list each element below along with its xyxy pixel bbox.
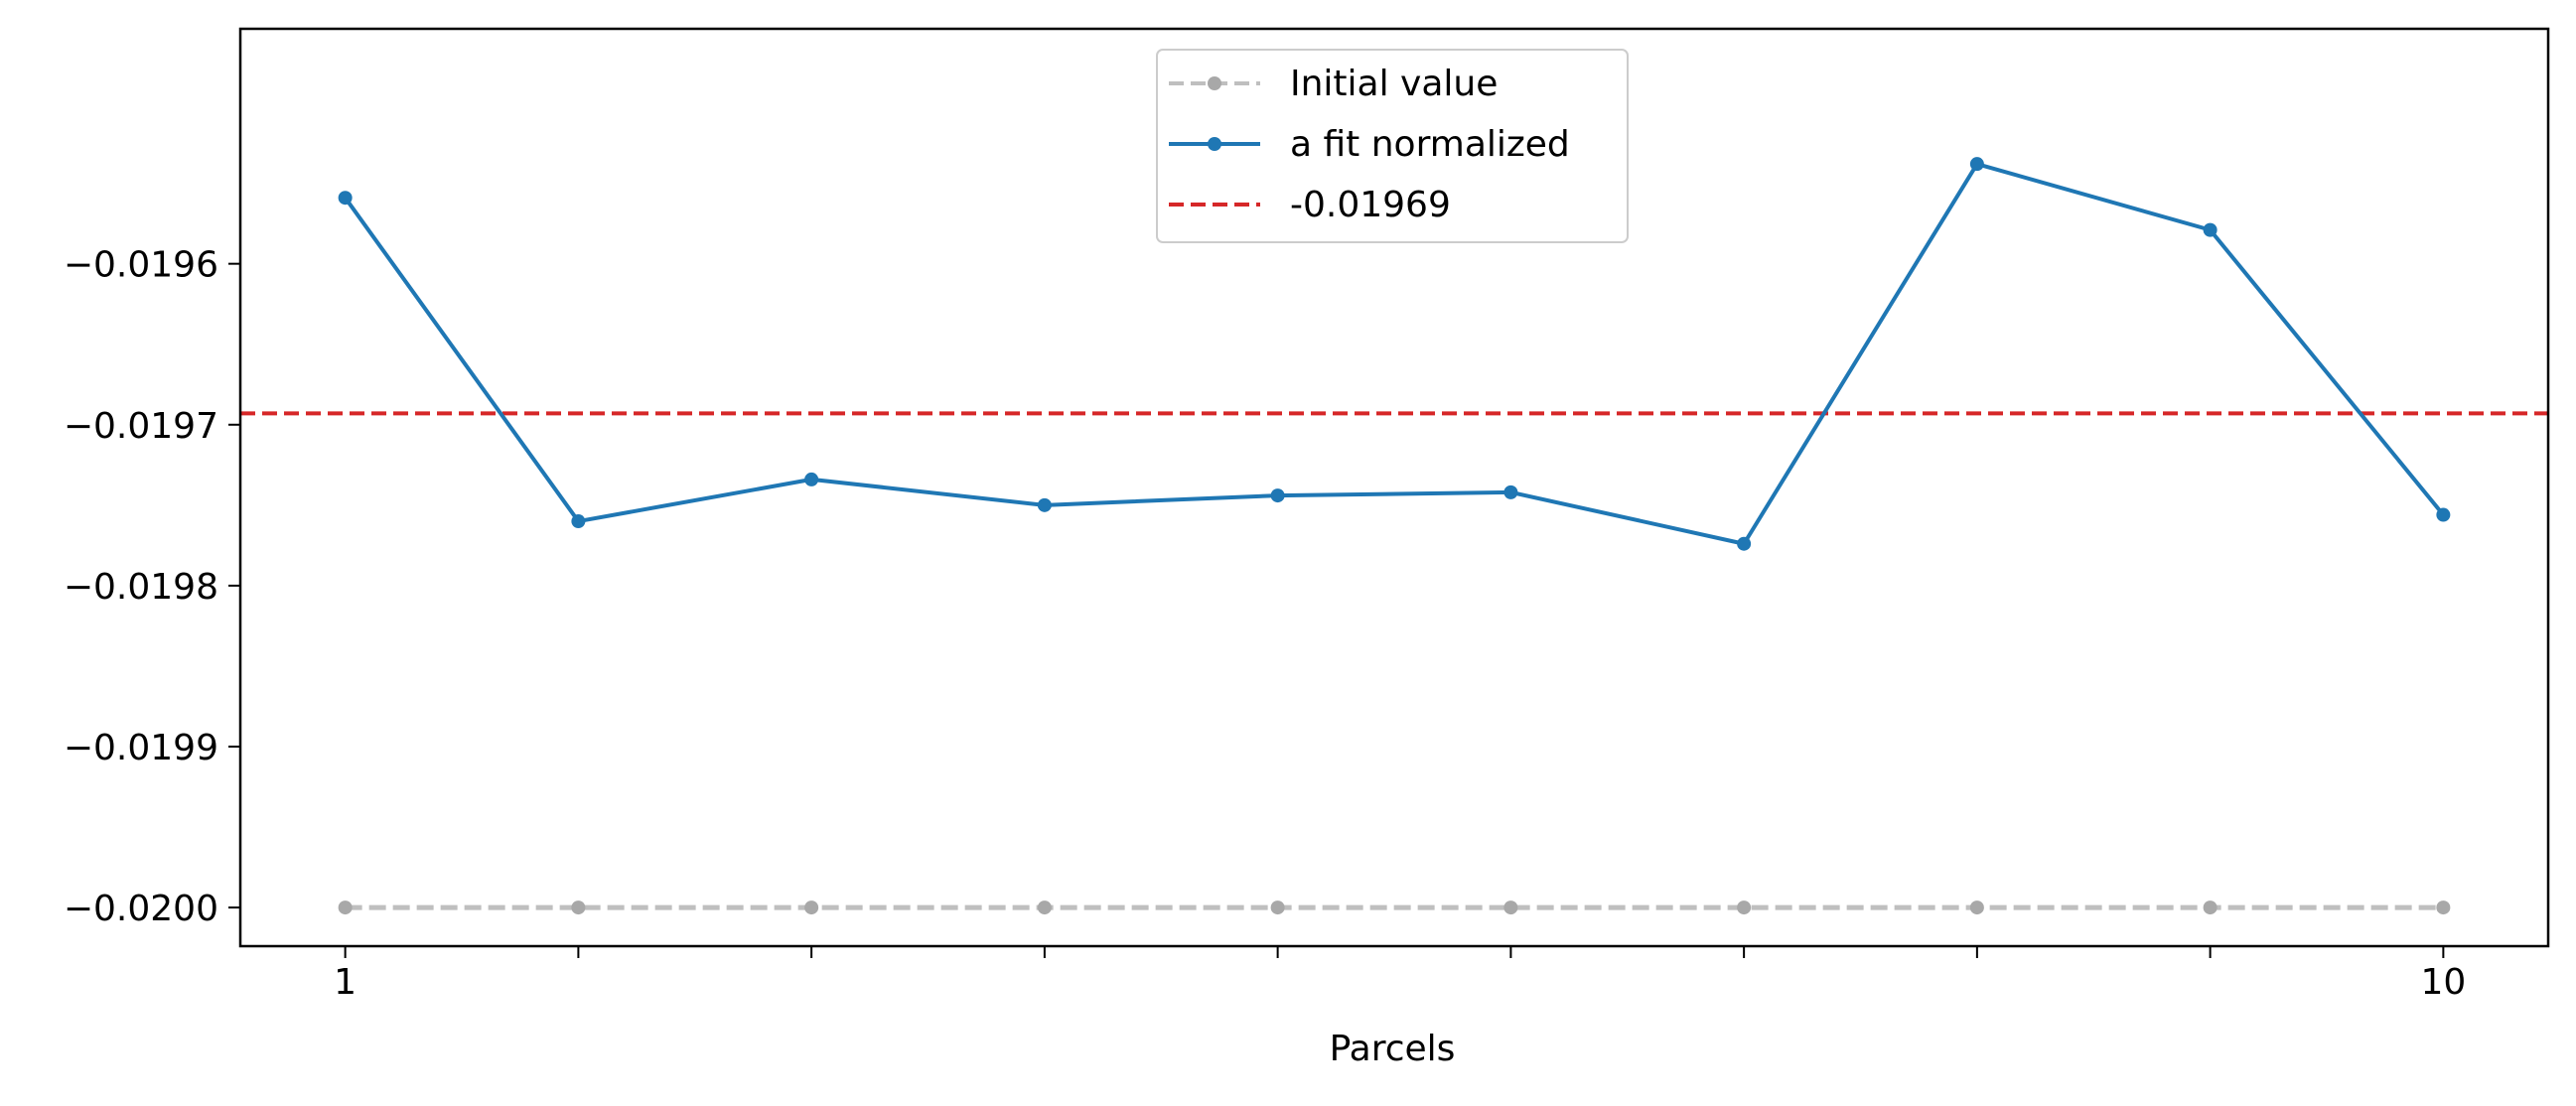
data-point bbox=[1969, 900, 1984, 915]
data-point bbox=[338, 900, 353, 915]
data-point bbox=[2436, 900, 2451, 915]
data-point bbox=[1037, 900, 1052, 915]
data-point bbox=[1270, 900, 1285, 915]
data-point bbox=[571, 900, 586, 915]
x-tick-label: 10 bbox=[2420, 962, 2466, 1003]
y-tick-label: −0.0196 bbox=[64, 245, 218, 286]
legend: Initial value a fit normalized -0.01969 bbox=[1156, 49, 1629, 243]
x-tick-label: 1 bbox=[334, 962, 357, 1003]
series-line-1 bbox=[344, 162, 2445, 546]
y-tick-label: −0.0197 bbox=[64, 406, 218, 447]
legend-label: Initial value bbox=[1290, 64, 1498, 104]
y-tick-label: −0.0200 bbox=[64, 889, 218, 929]
y-tick-label: −0.0199 bbox=[64, 728, 218, 768]
data-point bbox=[571, 514, 586, 529]
data-point bbox=[1270, 488, 1285, 503]
legend-marker bbox=[1208, 137, 1221, 151]
data-point bbox=[1737, 536, 1752, 551]
data-point bbox=[2436, 507, 2451, 522]
data-point bbox=[1037, 497, 1052, 512]
data-point bbox=[1969, 157, 1984, 172]
data-point bbox=[804, 900, 819, 915]
legend-label: -0.01969 bbox=[1290, 185, 1451, 225]
legend-marker bbox=[1208, 76, 1221, 90]
x-axis-label: Parcels bbox=[1330, 1029, 1456, 1069]
axes-frame bbox=[238, 27, 2550, 948]
data-point bbox=[1737, 900, 1752, 915]
plot-area bbox=[240, 157, 2548, 915]
data-point bbox=[2203, 222, 2218, 237]
data-point bbox=[338, 191, 353, 206]
data-point bbox=[1503, 484, 1518, 499]
axis-ticks: 1 10 −0.0196 −0.0197 −0.0198 −0.0199 −0.0200 bbox=[64, 245, 2466, 1003]
y-tick-label: −0.0198 bbox=[64, 567, 218, 608]
legend-box bbox=[1156, 49, 1629, 243]
data-point bbox=[804, 472, 819, 486]
data-point bbox=[2203, 900, 2218, 915]
data-point bbox=[1503, 900, 1518, 915]
legend-label: a fit normalized bbox=[1290, 124, 1570, 165]
